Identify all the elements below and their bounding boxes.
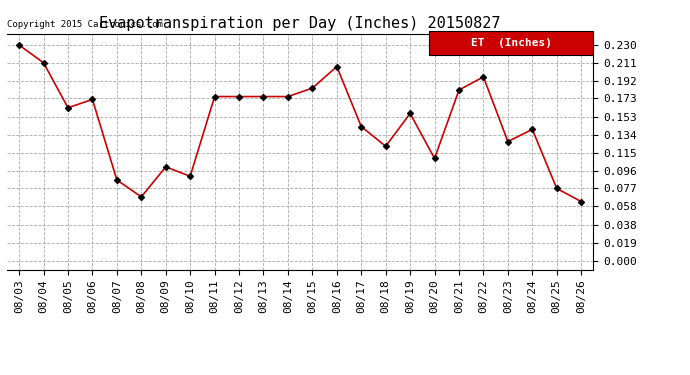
Title: Evapotranspiration per Day (Inches) 20150827: Evapotranspiration per Day (Inches) 2015… [99, 16, 501, 31]
Bar [429, 32, 593, 55]
Text: ET  (Inches): ET (Inches) [471, 38, 552, 48]
Text: Copyright 2015 Cartronics.com: Copyright 2015 Cartronics.com [7, 20, 163, 29]
